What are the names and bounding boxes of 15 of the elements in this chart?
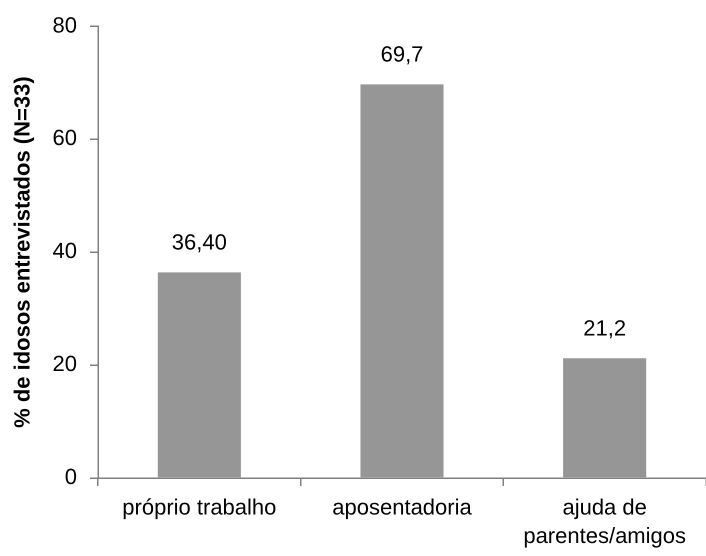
y-tick-label: 20 bbox=[52, 351, 77, 376]
y-tick-label: 80 bbox=[52, 12, 77, 38]
y-tick-label: 0 bbox=[64, 464, 77, 490]
y-tick-label: 40 bbox=[52, 238, 77, 264]
x-tick-label: ajuda de parentes/amigos bbox=[523, 494, 686, 548]
x-tick-label: aposentadoria bbox=[332, 494, 472, 520]
bar bbox=[360, 84, 444, 478]
x-tick-label: próprio trabalho bbox=[122, 494, 276, 520]
y-tick-label: 60 bbox=[52, 125, 77, 150]
bar bbox=[563, 358, 646, 478]
y-axis-title: % de idosos entrevistados (N=33) bbox=[9, 76, 34, 428]
bar bbox=[158, 272, 241, 478]
data-label: 69,7 bbox=[380, 41, 424, 66]
data-label: 36,40 bbox=[172, 229, 227, 254]
data-label: 21,2 bbox=[583, 315, 626, 340]
